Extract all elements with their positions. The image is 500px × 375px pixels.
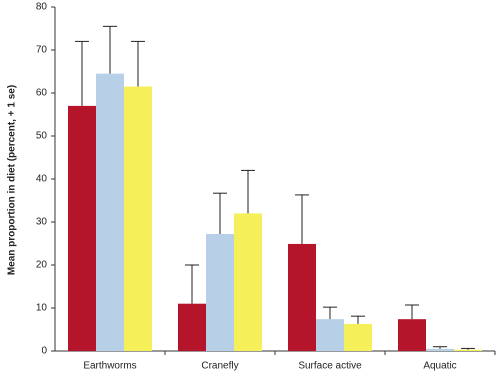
bar — [344, 323, 372, 351]
x-tick-label: Earthworms — [83, 361, 136, 372]
y-tick-label: 60 — [36, 88, 48, 99]
bar — [234, 213, 262, 351]
bar — [68, 105, 96, 352]
y-tick-label: 10 — [36, 303, 48, 314]
bar — [426, 348, 454, 351]
y-tick-label: 30 — [36, 217, 48, 228]
x-tick-label: Aquatic — [423, 361, 456, 372]
y-tick-label: 40 — [36, 174, 48, 185]
bar — [316, 319, 344, 351]
bar — [454, 349, 482, 351]
bar — [96, 73, 124, 352]
bar — [288, 243, 316, 351]
y-tick-label: 20 — [36, 260, 48, 271]
y-axis-title: Mean proportion in diet (percent, + 1 se… — [7, 85, 18, 275]
y-tick-label: 80 — [36, 2, 48, 13]
bar — [178, 303, 206, 351]
bar — [206, 234, 234, 351]
y-tick-label: 0 — [41, 346, 47, 357]
y-tick-label: 70 — [36, 45, 48, 56]
x-tick-label: Surface active — [298, 361, 362, 372]
bar — [398, 319, 426, 351]
y-tick-label: 50 — [36, 131, 48, 142]
bar — [124, 86, 152, 352]
x-tick-label: Cranefly — [201, 361, 238, 372]
